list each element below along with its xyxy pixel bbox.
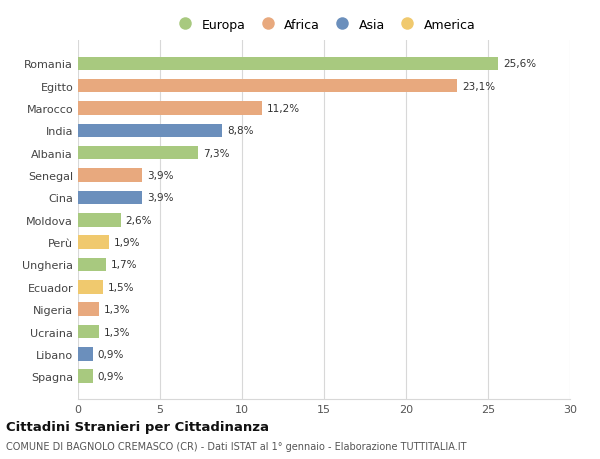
Text: 1,3%: 1,3% <box>104 304 131 314</box>
Bar <box>78 191 142 205</box>
Bar <box>78 169 142 182</box>
Bar <box>78 57 498 71</box>
Bar <box>78 325 100 338</box>
Bar <box>78 213 121 227</box>
Text: Cittadini Stranieri per Cittadinanza: Cittadini Stranieri per Cittadinanza <box>6 420 269 433</box>
Bar <box>78 303 100 316</box>
Text: 1,7%: 1,7% <box>111 260 137 270</box>
Text: 0,9%: 0,9% <box>98 349 124 359</box>
Text: 8,8%: 8,8% <box>227 126 254 136</box>
Text: 1,9%: 1,9% <box>114 238 140 247</box>
Text: 11,2%: 11,2% <box>266 104 300 114</box>
Text: 25,6%: 25,6% <box>503 59 536 69</box>
Text: 2,6%: 2,6% <box>125 215 152 225</box>
Bar <box>78 102 262 116</box>
Text: COMUNE DI BAGNOLO CREMASCO (CR) - Dati ISTAT al 1° gennaio - Elaborazione TUTTIT: COMUNE DI BAGNOLO CREMASCO (CR) - Dati I… <box>6 441 467 451</box>
Bar <box>78 347 93 361</box>
Text: 0,9%: 0,9% <box>98 371 124 381</box>
Bar <box>78 124 223 138</box>
Text: 1,3%: 1,3% <box>104 327 131 337</box>
Bar <box>78 80 457 93</box>
Bar <box>78 369 93 383</box>
Text: 3,9%: 3,9% <box>147 171 173 181</box>
Bar <box>78 280 103 294</box>
Bar <box>78 147 198 160</box>
Bar <box>78 236 109 249</box>
Text: 23,1%: 23,1% <box>462 82 495 91</box>
Text: 3,9%: 3,9% <box>147 193 173 203</box>
Legend: Europa, Africa, Asia, America: Europa, Africa, Asia, America <box>173 18 475 32</box>
Text: 7,3%: 7,3% <box>203 148 229 158</box>
Text: 1,5%: 1,5% <box>107 282 134 292</box>
Bar <box>78 258 106 272</box>
